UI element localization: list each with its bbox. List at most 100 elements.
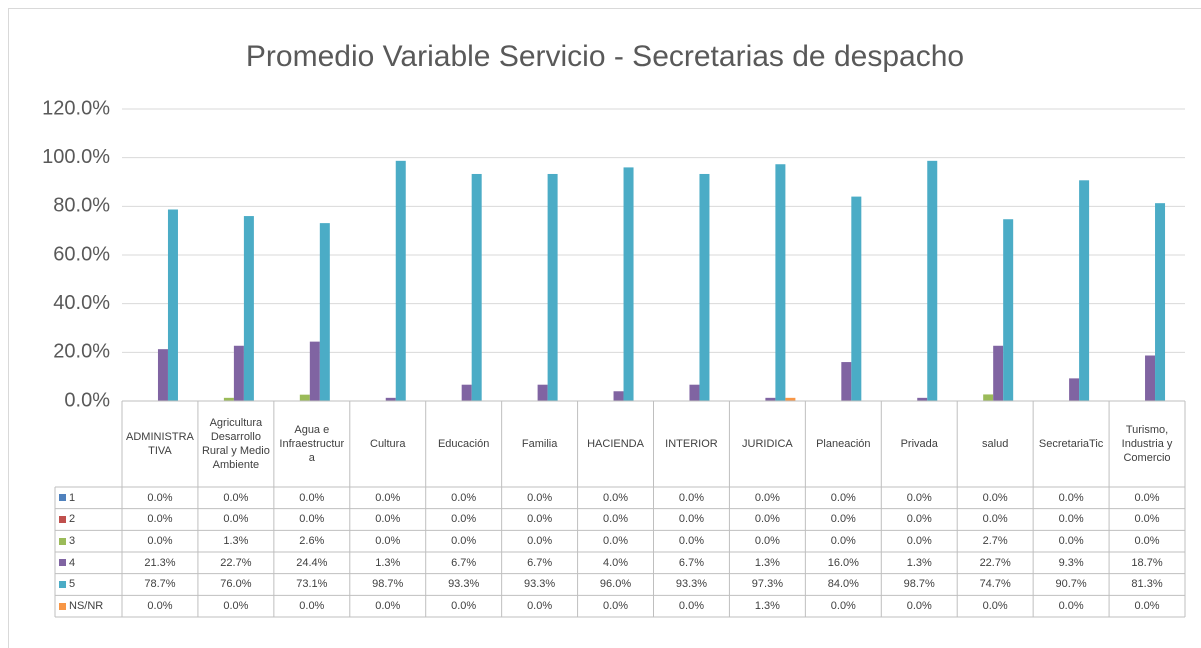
table-value: 0.0% [982, 513, 1008, 526]
table-value: 0.0% [678, 535, 704, 548]
legend-key [59, 537, 66, 545]
bar [309, 341, 320, 401]
table-value: 18.7% [1131, 556, 1163, 569]
category-label: Privada [900, 438, 938, 450]
legend-key [59, 580, 66, 588]
bar [993, 345, 1004, 401]
table-value: 93.3% [524, 578, 556, 591]
table-value: 93.3% [675, 578, 708, 591]
table-value: 81.3% [1131, 578, 1163, 591]
category-label: HACIENDA [587, 438, 644, 450]
bar [927, 160, 938, 401]
bar [623, 167, 634, 401]
table-value: 6.7% [451, 556, 477, 569]
table-value: 0.0% [375, 600, 401, 613]
table-value: 73.1% [296, 578, 328, 591]
y-tick-label: 60.0% [53, 243, 110, 265]
bar [243, 216, 254, 401]
bar [537, 384, 548, 401]
chart-title: Promedio Variable Servicio - Secretarias… [246, 40, 964, 73]
table-value: 0.0% [906, 600, 932, 613]
table-value: 0.0% [1058, 491, 1084, 504]
legend-entry: 5 [55, 574, 122, 596]
table-value: 0.0% [830, 513, 856, 526]
legend-entry: 2 [55, 509, 122, 531]
table-value: 96.0% [599, 578, 632, 591]
bar [319, 223, 330, 401]
table-value: 0.0% [754, 535, 780, 548]
category-label: INTERIOR [665, 438, 718, 450]
table-value: 1.3% [906, 556, 932, 569]
table-value: 78.7% [144, 578, 176, 591]
bar [1079, 180, 1090, 401]
table-value: 9.3% [1058, 556, 1084, 569]
table-value: 0.0% [906, 513, 932, 526]
category-label: Agricultura Desarrollo Rural y Medio Amb… [201, 417, 270, 471]
legend-entry: 3 [55, 530, 122, 552]
bar [299, 394, 310, 401]
bar [395, 160, 406, 401]
category-label: Familia [521, 438, 558, 450]
bar [223, 397, 234, 401]
table-value: 0.0% [147, 600, 173, 613]
category-label: Educación [437, 438, 490, 450]
table-value: 0.0% [1058, 513, 1084, 526]
table-value: 0.0% [1058, 600, 1084, 613]
table-value: 0.0% [375, 513, 401, 526]
table-value: 98.7% [903, 578, 935, 591]
legend-key [59, 602, 66, 610]
table-value: 0.0% [678, 513, 704, 526]
y-tick-label: 80.0% [53, 195, 110, 217]
table-value: 0.0% [147, 491, 173, 504]
bar [157, 349, 168, 401]
legend-label: NS/NR [69, 600, 104, 613]
category-label: Planeación [816, 438, 871, 450]
table-value: 0.0% [830, 535, 856, 548]
category-label: Turismo, Industria y Comercio [1121, 424, 1173, 464]
table-value: 22.7% [220, 556, 252, 569]
bar [1003, 219, 1014, 401]
table-value: 0.0% [1058, 535, 1084, 548]
table-value: 0.0% [754, 491, 780, 504]
category-label: Cultura [370, 438, 406, 450]
y-tick-label: 0.0% [64, 389, 110, 411]
legend-label: 4 [69, 556, 76, 569]
chart-border [8, 8, 1201, 648]
table-value: 0.0% [527, 600, 553, 613]
table-value: 74.7% [979, 578, 1011, 591]
table-value: 0.0% [1134, 535, 1160, 548]
table-value: 0.0% [375, 535, 401, 548]
table-value: 22.7% [979, 556, 1011, 569]
legend-label: 5 [69, 578, 76, 591]
bar [775, 164, 786, 401]
bar [1069, 378, 1080, 401]
table-value: 0.0% [754, 513, 780, 526]
table-value: 84.0% [827, 578, 859, 591]
table-value: 0.0% [223, 600, 249, 613]
bar [1145, 355, 1156, 401]
table-value: 76.0% [220, 578, 252, 591]
table-value: 0.0% [1134, 513, 1160, 526]
legend-entry: 4 [55, 552, 122, 574]
legend-key [59, 494, 66, 502]
legend-key [59, 559, 66, 567]
table-value: 0.0% [1134, 600, 1160, 613]
bar [851, 196, 862, 401]
table-value: 0.0% [678, 491, 704, 504]
bar [785, 397, 796, 401]
table-value: 0.0% [451, 535, 477, 548]
legend-label: 1 [69, 491, 76, 504]
table-value: 0.0% [299, 491, 325, 504]
table-value: 0.0% [906, 535, 932, 548]
legend-key [59, 515, 66, 523]
table-value: 0.0% [527, 513, 553, 526]
table-value: 0.0% [1134, 491, 1160, 504]
table-value: 0.0% [299, 600, 325, 613]
table-value: 2.6% [299, 535, 325, 548]
bar [461, 384, 472, 401]
bar [385, 397, 396, 401]
table-value: 1.3% [375, 556, 401, 569]
legend-label: 2 [69, 513, 76, 526]
table-value: 6.7% [527, 556, 553, 569]
bar [613, 391, 624, 401]
